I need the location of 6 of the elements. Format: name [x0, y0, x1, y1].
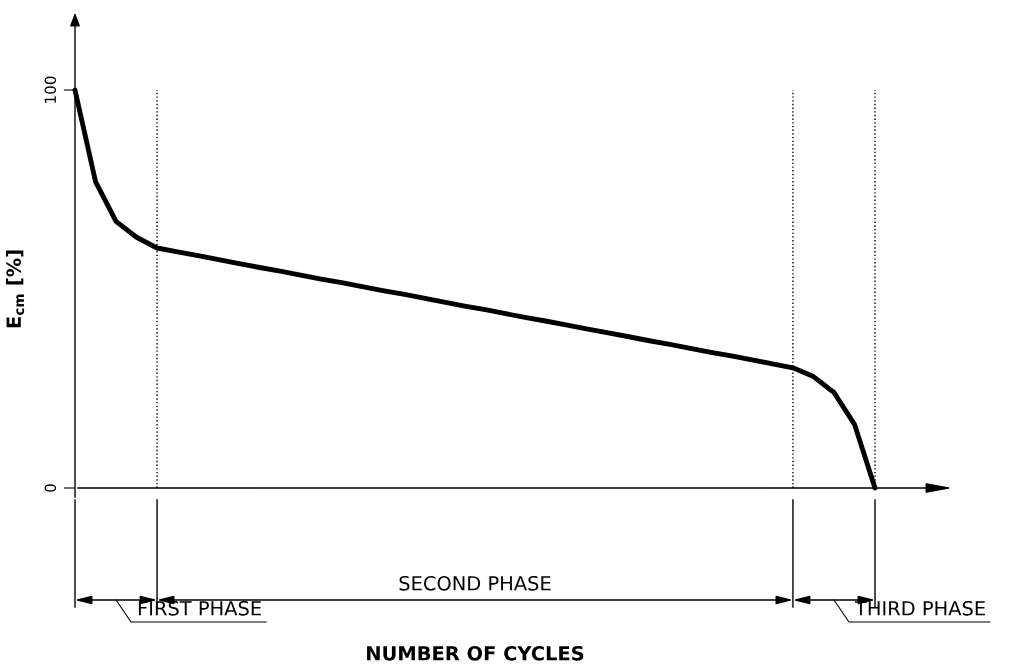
- text: SECOND PHASE: [399, 575, 551, 591]
- y-axis-title: E$_{cm}$ [%]: [5, 250, 25, 328]
- text: THIRD PHASE: [854, 600, 985, 616]
- text: NUMBER OF CYCLES: [367, 645, 584, 661]
- y-tick-label: 100: [44, 76, 57, 103]
- y-tick-label: 0: [44, 484, 57, 492]
